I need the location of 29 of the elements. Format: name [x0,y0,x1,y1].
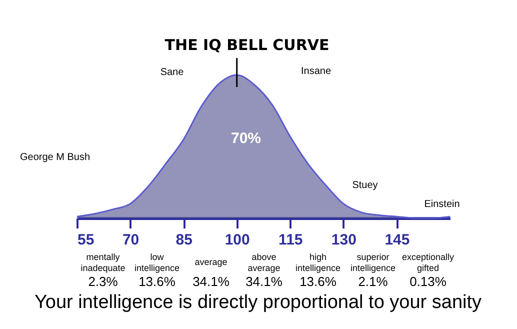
x-tick-label: 145 [384,232,410,248]
x-tick-label: 130 [331,232,356,248]
text: exceptionally gifted [402,252,455,273]
x-tick-label: 70 [122,232,140,248]
x-tick-label: 55 [78,232,94,248]
x-tick-label: 85 [176,232,192,248]
text: average [194,257,228,267]
chart-title: THE IQ BELL CURVE [164,36,330,54]
text: 34.1% [192,274,230,289]
text: 34.1% [246,274,283,289]
text: 2.3% [88,274,118,289]
text: above average [248,252,280,273]
text: Your intelligence is directly proportional to your sanity [34,292,482,313]
annotation: Einstein [424,199,460,210]
annotation: George M Bush [20,152,90,163]
text: superior intelligence [350,252,396,273]
text: 13.6% [138,274,176,289]
annotation: Insane [300,66,332,77]
text: 0.13% [410,274,447,289]
text: low intelligence [134,252,180,273]
text: 2.1% [358,274,388,289]
x-tick-label: 100 [224,232,250,248]
x-tick-label: 115 [278,232,303,248]
annotation: Stuey [352,180,378,191]
text: high intelligence [295,252,341,273]
text: mentally inadequate [80,252,126,273]
annotation: Sane [160,67,184,78]
text: 13.6% [300,274,337,289]
annotation: 70% [230,130,262,147]
